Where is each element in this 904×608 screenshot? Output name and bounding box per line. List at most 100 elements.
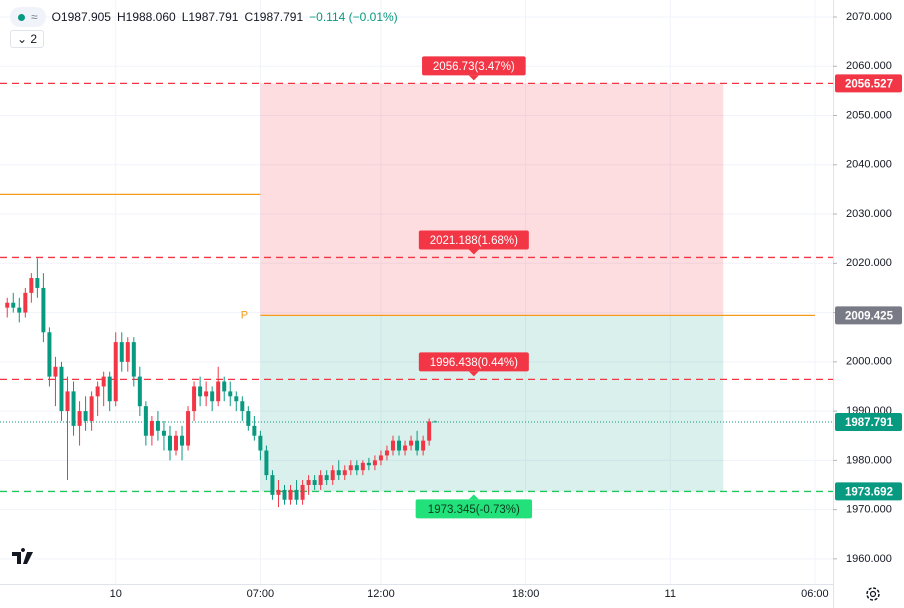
x-tick-label: 11 (665, 588, 676, 600)
candle-body (324, 475, 329, 481)
candle-body (306, 480, 311, 485)
candle-body (222, 381, 227, 392)
y-tick-label: 2000.000 (846, 356, 892, 368)
candle-body (300, 484, 305, 500)
indicator-count: 2 (30, 32, 38, 46)
candle-body (167, 435, 172, 451)
candle-body (29, 278, 34, 293)
candle-body (83, 411, 88, 421)
candle-body (360, 462, 365, 471)
candle-body (198, 386, 203, 397)
candle-body (288, 489, 293, 500)
candle-body (65, 391, 70, 412)
candle-body (131, 342, 136, 377)
candle-body (41, 287, 46, 333)
price-tag (835, 412, 902, 431)
candle-body (149, 420, 154, 436)
ohlc-close: C1987.791 (244, 10, 304, 24)
settings-icon (866, 587, 880, 601)
candle-body (378, 455, 383, 461)
candle-body (294, 489, 299, 500)
candle-body (336, 470, 341, 476)
candle-body (415, 440, 420, 451)
candle-body (318, 475, 323, 485)
candle-body (342, 470, 347, 476)
price-tag (835, 74, 902, 93)
candle-body (161, 430, 166, 436)
candle-body (403, 445, 408, 451)
stop-zone (260, 83, 724, 316)
y-tick-label: 2020.000 (846, 257, 892, 269)
price-tag (835, 306, 902, 325)
candle-body (77, 411, 82, 426)
settings-button[interactable] (866, 587, 880, 601)
y-tick-label: 1960.000 (846, 553, 892, 565)
candle-body (240, 401, 245, 412)
indicators-toggle[interactable]: ⌄ 2 (10, 30, 45, 48)
annotation-pointer (468, 371, 479, 377)
candle-body (372, 460, 377, 466)
y-tick-label: 2050.000 (846, 109, 892, 121)
candle-body (276, 489, 281, 495)
candle-body (5, 302, 10, 308)
candle-body (180, 435, 185, 446)
symbol-pill[interactable]: ≈ (10, 7, 46, 27)
candle-body (11, 302, 16, 308)
candle-body (354, 465, 359, 471)
candle-body (264, 450, 269, 476)
price-tag-label: 2009.425 (845, 310, 894, 322)
ohlc-change: −0.114 (−0.01%) (309, 10, 398, 24)
candle-body (17, 307, 22, 313)
target-zone (260, 315, 724, 492)
candle-body (137, 376, 142, 407)
annotation-box (418, 352, 529, 372)
annotation-label: 2021.188(1.68%) (430, 235, 518, 247)
x-tick-label: 10 (110, 588, 122, 600)
price-tag (835, 482, 902, 501)
candle-body (252, 425, 257, 436)
candle-body (101, 376, 106, 387)
tv-logo (12, 548, 33, 564)
candle-body (384, 450, 389, 456)
ohlc-low: L1987.791 (181, 10, 239, 24)
y-tick-label: 1980.000 (846, 454, 892, 466)
candle-body (23, 292, 28, 313)
annotation-label: 2056.73(3.47%) (433, 61, 515, 73)
settings-icon-hub (869, 590, 877, 598)
annotation-label: 1996.438(0.44%) (430, 357, 518, 369)
tv-logo-mark (12, 548, 33, 564)
y-tick-label: 2040.000 (846, 159, 892, 171)
annotation-pointer (468, 75, 479, 81)
time-axis (0, 584, 833, 608)
candle-body (174, 435, 179, 451)
candle-body (53, 366, 58, 377)
candle-body (234, 396, 239, 402)
candle-body (71, 391, 76, 426)
candle-body (433, 421, 438, 423)
candle-body (228, 391, 233, 397)
x-tick-label: 18:00 (512, 588, 540, 600)
ohlc-high: H1988.060 (116, 10, 176, 24)
price-tag-label: 1973.692 (845, 486, 893, 498)
candle-body (390, 440, 395, 451)
annotation-pointer (468, 494, 479, 500)
candle-body (216, 381, 221, 402)
annotation-box (415, 499, 533, 519)
candle-body (348, 465, 353, 471)
candle-body (143, 406, 148, 436)
y-tick-label: 2060.000 (846, 60, 892, 72)
candle-body (35, 278, 40, 288)
candle-body (204, 391, 209, 397)
candle-body (421, 440, 426, 451)
candle-body (95, 386, 100, 397)
candle-body (155, 420, 160, 431)
entry-marker: P (241, 309, 248, 321)
x-tick-label: 12:00 (367, 588, 395, 600)
candle-body (246, 411, 251, 426)
candle-body (119, 342, 124, 362)
x-tick-label: 07:00 (247, 588, 275, 600)
candle-body (330, 470, 335, 481)
y-tick-label: 2030.000 (846, 208, 892, 220)
